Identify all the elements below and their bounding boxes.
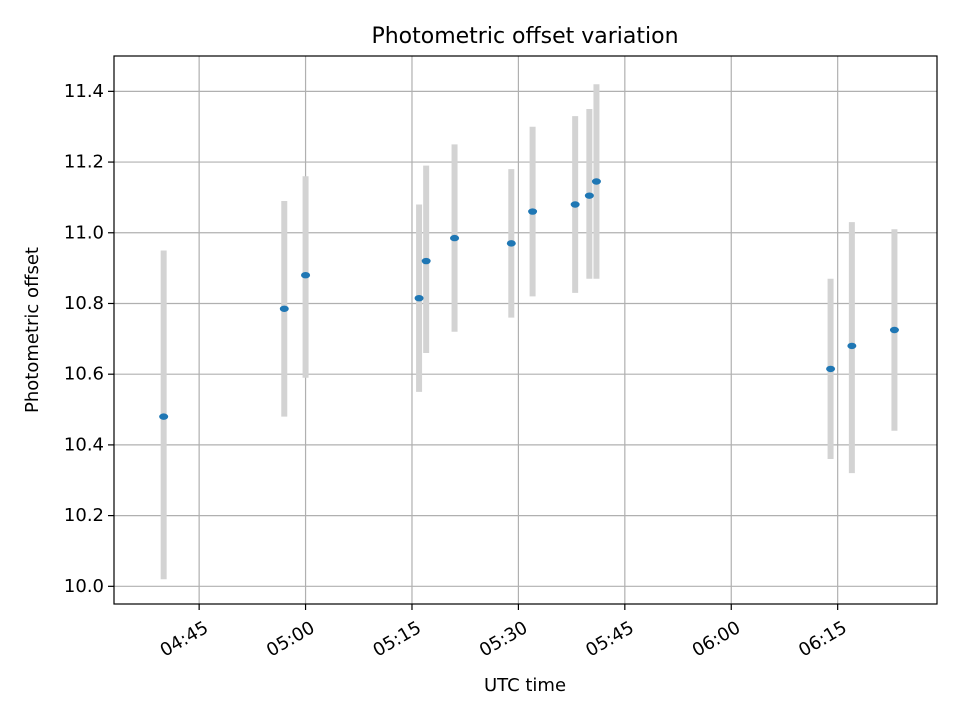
data-point — [421, 257, 431, 265]
y-axis-label: Photometric offset — [22, 247, 43, 413]
data-point — [570, 201, 580, 208]
x-axis-label: UTC time — [484, 675, 566, 696]
y-tick-label: 10.6 — [64, 364, 104, 385]
data-point — [847, 342, 857, 350]
grid — [114, 56, 937, 604]
data-point — [591, 178, 601, 185]
data-point — [301, 272, 311, 279]
data-point — [159, 413, 169, 420]
data-point — [826, 365, 836, 373]
data-point — [279, 305, 289, 312]
plot-area — [114, 56, 937, 604]
data-points — [159, 178, 899, 420]
data-point — [584, 192, 594, 199]
y-tick-label: 10.4 — [64, 434, 104, 455]
y-tick-label: 10.2 — [64, 505, 104, 526]
data-point — [414, 294, 424, 302]
y-axis: 10.0 10.2 10.4 10.6 10.8 11.0 11.2 11.4 — [64, 81, 114, 597]
chart-title: Photometric offset variation — [371, 24, 678, 49]
y-tick-label: 10.8 — [64, 293, 104, 314]
data-point — [450, 234, 460, 242]
y-tick-label: 10.0 — [64, 576, 104, 597]
y-tick-label: 11.2 — [64, 152, 104, 173]
data-point — [506, 240, 516, 247]
y-tick-label: 11.4 — [64, 81, 104, 102]
plot-frame — [113, 55, 938, 605]
data-point — [528, 208, 538, 215]
y-tick-label: 11.0 — [64, 222, 104, 243]
data-point — [889, 326, 899, 334]
